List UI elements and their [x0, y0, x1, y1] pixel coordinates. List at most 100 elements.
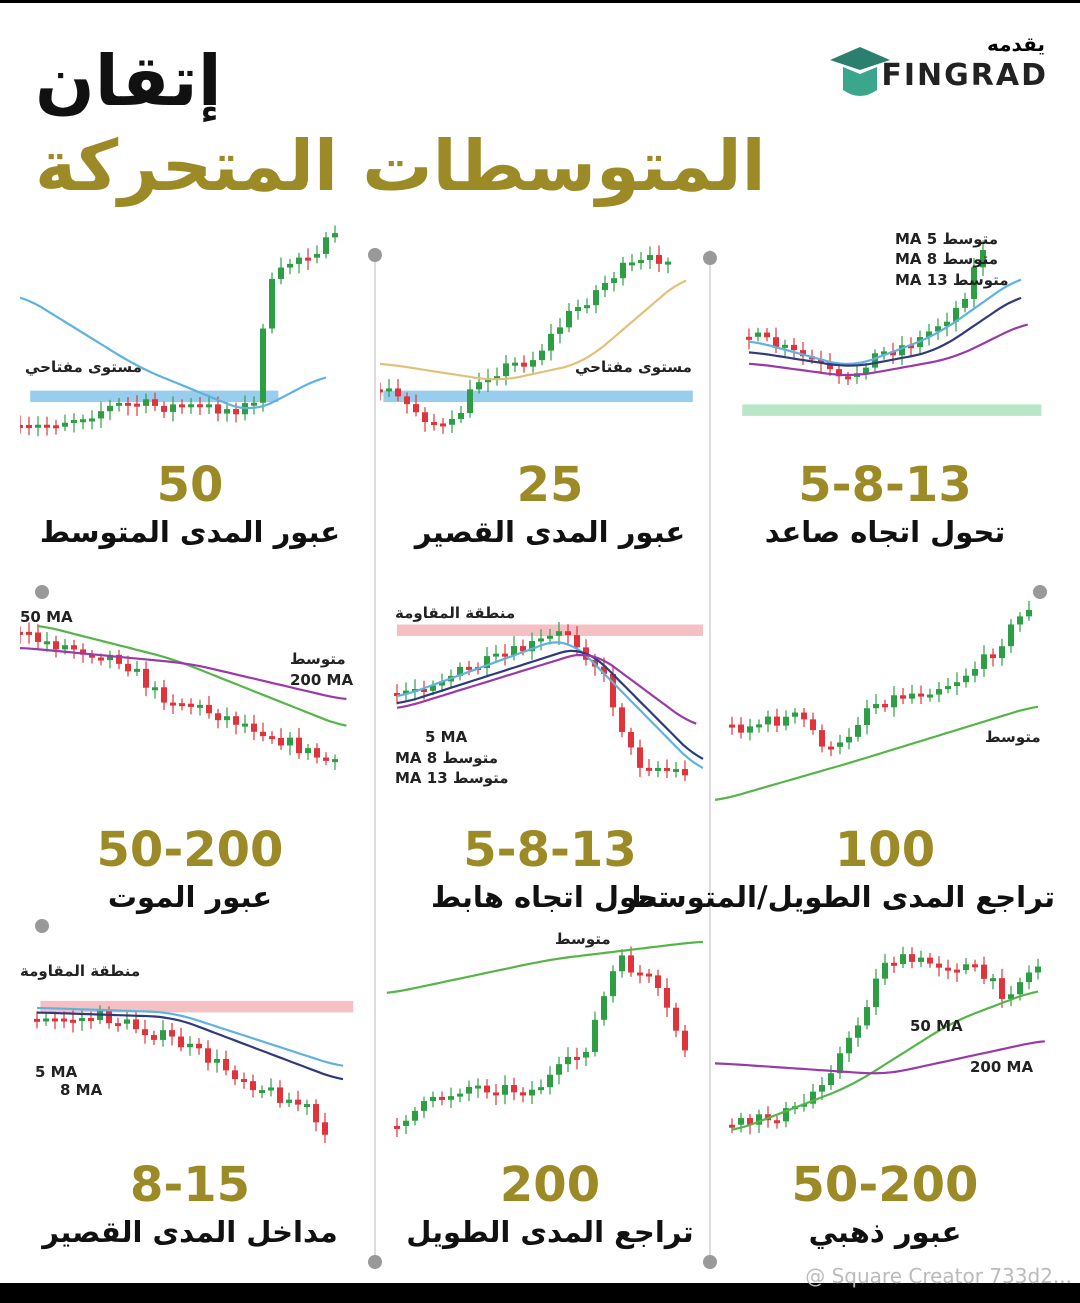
candle [439, 681, 445, 686]
moving-average [380, 279, 687, 381]
candle [215, 404, 221, 414]
candle [565, 631, 571, 636]
candle [268, 1087, 274, 1091]
candle [179, 703, 185, 707]
candle [431, 422, 437, 426]
candle [169, 1030, 175, 1037]
candle [547, 1074, 553, 1088]
candle [143, 668, 149, 688]
candle [664, 987, 670, 1008]
candle [566, 310, 572, 328]
candle [529, 1089, 535, 1096]
panel-number: 50-200 [791, 1157, 979, 1213]
candle [846, 736, 852, 743]
candle [584, 305, 590, 309]
candle [962, 298, 968, 308]
panel-caption: تراجع المدى الطويل/المتوسط [627, 880, 1055, 914]
chart-label: منطقة المقاومة [395, 603, 516, 622]
candle [520, 1092, 526, 1096]
candle [783, 1108, 789, 1122]
moving-average [396, 649, 704, 760]
candle [440, 423, 446, 427]
candle [170, 404, 176, 412]
candle [890, 351, 896, 356]
candle [313, 1104, 319, 1123]
candle [386, 388, 392, 392]
candle [458, 413, 464, 419]
candle [70, 1019, 76, 1023]
presented-by: يقدمه [987, 32, 1045, 56]
candle [278, 267, 284, 279]
candle [972, 964, 978, 968]
candle [422, 412, 428, 423]
candle [250, 1081, 256, 1091]
illustration [386, 940, 704, 1138]
watermark: @ Square Creator 733d2... [805, 1264, 1072, 1288]
candle [502, 653, 508, 657]
candle [574, 1056, 580, 1060]
candle [106, 1011, 112, 1024]
illustration [380, 245, 693, 434]
candle [116, 402, 122, 406]
candle [269, 736, 275, 740]
candle [774, 716, 780, 726]
candle [449, 418, 455, 425]
candle [953, 307, 959, 322]
moving-average [748, 323, 1029, 377]
moving-average [396, 641, 704, 770]
candle [729, 724, 735, 728]
candle [828, 746, 834, 750]
candle [538, 638, 544, 642]
candle [756, 724, 762, 728]
moving-average [20, 296, 327, 410]
candle [782, 344, 788, 348]
candle [756, 1114, 762, 1125]
candle [963, 675, 969, 683]
candle [161, 405, 167, 412]
panel-number: 50 [156, 457, 224, 513]
candle [20, 631, 23, 635]
candle [178, 1036, 184, 1048]
candle [827, 362, 833, 370]
candle [629, 262, 635, 266]
chart-label: منطقة المقاومة [20, 961, 141, 980]
candle [891, 695, 897, 708]
candle [539, 350, 545, 361]
candle [574, 635, 580, 648]
candle [872, 353, 878, 368]
candle [232, 1070, 238, 1080]
chart-label: 5 MA [35, 1063, 78, 1081]
candle [773, 337, 779, 348]
candle [133, 1019, 139, 1030]
candle [151, 1035, 157, 1040]
candle [908, 345, 914, 349]
candle [592, 1019, 598, 1052]
candle [88, 1018, 94, 1022]
candle [511, 646, 517, 656]
candle [610, 673, 616, 708]
illustration [715, 600, 1039, 801]
candle [610, 971, 616, 997]
candle [755, 332, 761, 337]
candle [143, 399, 149, 406]
candle [900, 954, 906, 964]
candle [79, 1018, 85, 1022]
candle [944, 321, 950, 327]
candle [628, 955, 634, 973]
moving-average [386, 940, 704, 994]
candle [296, 737, 302, 754]
panel: 50 MA 200 MA 50-200 عبور ذهبي [715, 925, 1055, 1260]
candle [35, 632, 41, 642]
candle [197, 704, 203, 708]
candle [746, 336, 752, 340]
candle [314, 253, 320, 258]
candle [909, 693, 915, 699]
candle [53, 641, 59, 650]
candle [891, 962, 897, 966]
candle [44, 641, 50, 645]
candle [837, 742, 843, 747]
panel-number: 50-200 [96, 822, 284, 878]
candle [62, 422, 68, 427]
candle [476, 382, 482, 390]
